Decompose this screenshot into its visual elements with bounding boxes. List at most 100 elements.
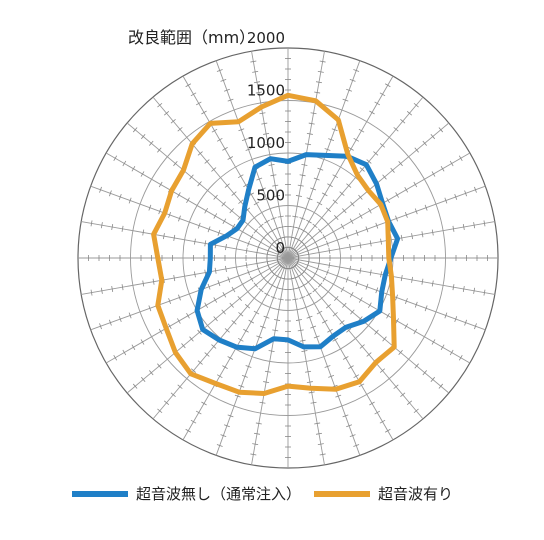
minor-tick — [292, 215, 299, 218]
minor-tick — [348, 147, 354, 151]
series-line-1 — [194, 152, 401, 352]
minor-tick — [238, 199, 244, 204]
minor-tick — [261, 275, 267, 281]
minor-tick — [454, 193, 458, 200]
spoke-170 — [287, 257, 325, 465]
minor-tick — [100, 222, 103, 229]
series-layer — [151, 92, 401, 396]
minor-tick — [355, 229, 359, 236]
minor-tick — [438, 383, 444, 389]
minor-tick — [297, 329, 304, 332]
minor-tick — [270, 217, 277, 220]
minor-tick — [214, 267, 217, 274]
minor-tick — [256, 335, 263, 339]
minor-tick — [386, 197, 390, 204]
minor-tick — [249, 276, 254, 282]
minor-tick — [253, 228, 259, 234]
minor-tick — [140, 376, 146, 383]
minor-tick — [358, 383, 365, 388]
minor-tick — [299, 174, 306, 177]
spoke-20 — [287, 60, 361, 259]
minor-tick — [306, 381, 313, 384]
minor-tick — [374, 329, 379, 335]
minor-tick — [238, 128, 245, 132]
minor-tick — [216, 69, 223, 72]
minor-tick — [252, 70, 259, 73]
minor-tick — [297, 184, 304, 187]
minor-tick — [414, 301, 418, 308]
minor-tick — [365, 283, 369, 290]
minor-tick — [379, 92, 386, 97]
minor-tick — [449, 160, 454, 167]
minor-tick — [142, 229, 145, 236]
minor-tick — [440, 344, 445, 351]
minor-tick — [349, 265, 351, 272]
minor-tick — [473, 222, 476, 229]
minor-tick — [306, 219, 312, 224]
minor-tick — [342, 302, 347, 308]
minor-tick — [268, 164, 275, 166]
minor-tick — [305, 231, 311, 237]
minor-tick — [380, 238, 382, 245]
minor-tick — [237, 337, 244, 342]
minor-tick — [300, 283, 307, 288]
minor-tick — [213, 297, 218, 303]
minor-tick — [163, 400, 170, 406]
minor-tick — [186, 312, 190, 319]
minor-tick — [128, 197, 132, 204]
minor-tick — [444, 312, 448, 319]
minor-tick — [413, 328, 418, 335]
minor-tick — [414, 147, 419, 153]
minor-tick — [483, 220, 486, 227]
minor-tick — [366, 159, 372, 164]
minor-tick — [168, 211, 172, 218]
minor-tick — [413, 181, 418, 188]
minor-tick — [255, 422, 262, 425]
minor-tick — [350, 201, 355, 207]
minor-tick — [252, 443, 259, 446]
minor-tick — [131, 344, 136, 351]
minor-tick — [449, 349, 454, 356]
spoke-260 — [81, 257, 289, 295]
minor-tick — [393, 127, 399, 132]
minor-tick — [438, 127, 444, 133]
minor-tick — [247, 269, 250, 276]
minor-tick — [195, 101, 202, 106]
minor-tick — [253, 81, 261, 84]
minor-tick — [374, 101, 381, 106]
minor-tick — [382, 336, 387, 342]
minor-tick — [313, 239, 318, 246]
minor-tick — [310, 112, 317, 115]
minor-tick — [309, 275, 315, 281]
minor-tick — [211, 167, 217, 172]
minor-tick — [162, 233, 165, 240]
minor-tick — [299, 296, 306, 299]
minor-tick — [148, 305, 152, 312]
spoke-290 — [90, 185, 289, 259]
minor-tick — [265, 231, 271, 237]
minor-tick — [194, 238, 196, 245]
spoke-40 — [287, 96, 424, 259]
minor-tick — [186, 197, 190, 204]
minor-tick — [299, 339, 306, 342]
label-layer: 0 500 1000 1500 2000 — [247, 29, 285, 257]
minor-tick — [328, 374, 335, 378]
minor-tick — [231, 223, 236, 230]
minor-tick — [326, 240, 329, 247]
spoke-250 — [90, 257, 289, 331]
radar-grid — [77, 47, 499, 469]
minor-tick — [332, 199, 338, 204]
minor-tick — [270, 296, 277, 299]
minor-tick — [331, 128, 338, 132]
minor-tick — [157, 147, 162, 153]
minor-tick — [173, 275, 176, 282]
minor-tick — [241, 138, 248, 142]
minor-tick — [181, 343, 186, 349]
minor-tick — [342, 98, 349, 102]
minor-tick — [359, 242, 362, 249]
minor-tick — [259, 187, 266, 191]
minor-tick — [197, 329, 202, 335]
minor-tick — [332, 174, 339, 179]
minor-tick — [250, 453, 257, 456]
minor-tick — [313, 335, 320, 339]
